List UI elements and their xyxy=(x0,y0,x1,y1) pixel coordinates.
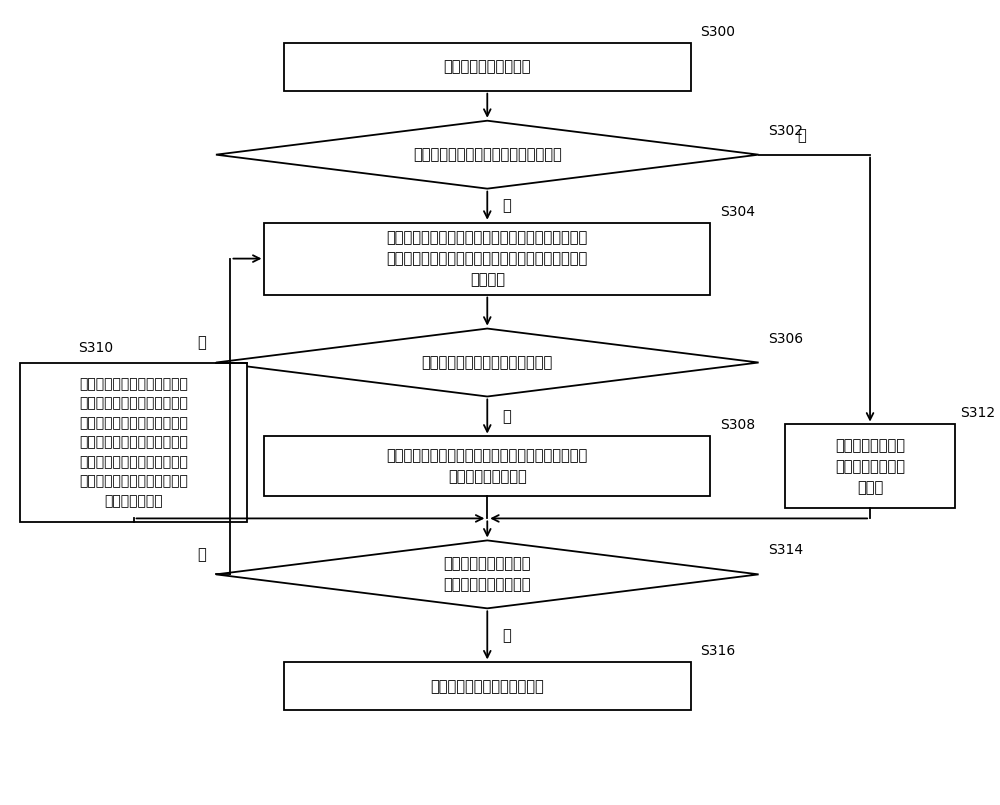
Text: 检测所述当前帧图像是否为第一帧图像: 检测所述当前帧图像是否为第一帧图像 xyxy=(413,147,562,162)
Text: S302: S302 xyxy=(768,124,803,138)
Text: 将所述目标帧图像中对应位置的像素点更新为所述当
前帧图像中的像素点: 将所述目标帧图像中对应位置的像素点更新为所述当 前帧图像中的像素点 xyxy=(387,448,588,485)
Text: S310: S310 xyxy=(78,341,113,354)
Text: 是: 是 xyxy=(502,628,511,643)
Text: S316: S316 xyxy=(700,644,736,658)
Text: 根据所述目标帧图像中对应位
置的像素点的像素值、所述像
素点差值的绝对值以及预设的
滤波参数，计算出目标像素值
，并将所述目标帧图像中对应
位置的像素点的像素值: 根据所述目标帧图像中对应位 置的像素点的像素值、所述像 素点差值的绝对值以及预设… xyxy=(79,377,188,508)
Bar xyxy=(284,43,691,91)
Text: 否: 否 xyxy=(198,547,206,563)
Text: 将所述当前帧图像
作为目标帧图像进
行输出: 将所述当前帧图像 作为目标帧图像进 行输出 xyxy=(835,438,905,495)
Text: S308: S308 xyxy=(720,419,755,432)
Text: 判断当前帧图像中所有
的像素点是否处理完毕: 判断当前帧图像中所有 的像素点是否处理完毕 xyxy=(444,556,531,592)
Text: 是: 是 xyxy=(502,409,511,424)
Text: S306: S306 xyxy=(768,332,803,345)
Bar xyxy=(20,362,247,522)
Bar xyxy=(785,424,955,509)
Text: S314: S314 xyxy=(768,543,803,557)
Text: 是: 是 xyxy=(797,128,806,142)
Text: S300: S300 xyxy=(700,25,735,39)
Polygon shape xyxy=(216,121,759,188)
Polygon shape xyxy=(216,328,759,397)
Text: 判断所述绝对值是否大于预设阈值: 判断所述绝对值是否大于预设阈值 xyxy=(422,355,553,370)
Bar xyxy=(264,436,710,497)
Text: 将所述当前帧图像中的像素点与所述预设的图像缓冲
区保存的目标帧图像中对应位置的像素点进行像素值
差值计算: 将所述当前帧图像中的像素点与所述预设的图像缓冲 区保存的目标帧图像中对应位置的像… xyxy=(387,230,588,287)
Text: 输出更新后的所述目标帧图像: 输出更新后的所述目标帧图像 xyxy=(430,679,544,694)
Bar xyxy=(284,663,691,710)
Text: 否: 否 xyxy=(198,336,206,350)
Text: S312: S312 xyxy=(960,407,995,420)
Text: S304: S304 xyxy=(720,204,755,219)
Text: 获取视频的当前帧图像: 获取视频的当前帧图像 xyxy=(444,60,531,74)
Text: 否: 否 xyxy=(502,198,511,213)
Polygon shape xyxy=(216,540,759,609)
Bar xyxy=(264,223,710,295)
